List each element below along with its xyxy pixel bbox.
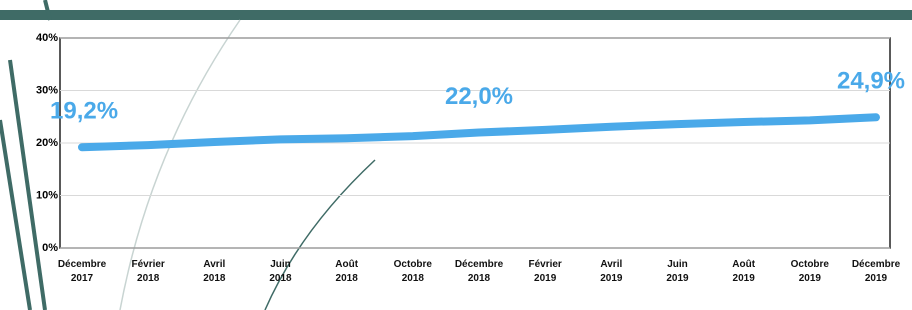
x-tick-label: Août 2018 [312,258,382,286]
x-tick-label: Avril 2018 [179,258,249,286]
x-tick-label: Octobre 2018 [378,258,448,286]
x-tick-label: Juin 2019 [643,258,713,286]
slide: 0% 10% 20% 30% 40% 19,2% 22,0% 24,9% Décembre 2… [0,0,912,310]
value-label: 22,0% [445,83,513,110]
x-tick-label: Octobre 2019 [775,258,845,286]
value-label: 19,2% [50,98,118,125]
decor-line [10,60,45,310]
y-tick-label: 20% [36,137,58,149]
x-tick-label: Juin 2018 [246,258,316,286]
top-band [0,10,912,20]
decor-line [0,120,30,310]
value-label: 24,9% [837,68,905,95]
y-tick-label: 0% [42,242,58,254]
x-tick-label: Avril 2019 [576,258,646,286]
decor-curve [265,160,375,310]
x-tick-label: Février 2019 [510,258,580,286]
y-tick-label: 30% [36,84,58,96]
y-tick-label: 10% [36,189,58,201]
x-tick-label: Août 2019 [709,258,779,286]
y-tick-label: 40% [36,32,58,44]
x-tick-label: Décembre 2017 [47,258,117,286]
x-tick-label: Décembre 2019 [841,258,911,286]
x-tick-label: Février 2018 [113,258,183,286]
x-tick-label: Décembre 2018 [444,258,514,286]
